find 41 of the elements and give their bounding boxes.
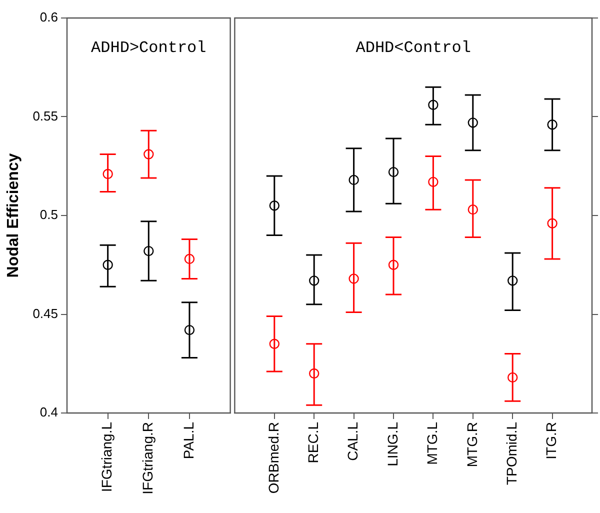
point [309, 276, 320, 286]
x-tick-label: MTG.R [464, 422, 480, 468]
point [348, 174, 359, 186]
y-tick-label: 0.6 [40, 10, 58, 25]
y-tick-label: 0.45 [32, 306, 58, 321]
x-tick-label: REC.L [304, 422, 321, 464]
y-tick-label: 0.55 [32, 108, 58, 124]
y-tick-label: 0.5 [40, 207, 58, 222]
point [269, 200, 280, 211]
point [468, 204, 478, 215]
x-tick-label: PAL.L [180, 422, 196, 460]
x-tick-label: IFGtriang.R [140, 422, 156, 494]
point [428, 176, 438, 188]
point [508, 372, 518, 383]
x-tick-label: LING.L [384, 422, 400, 466]
point [547, 218, 558, 228]
x-tick-label: ITG.R [543, 422, 560, 460]
point [388, 166, 399, 178]
point [102, 168, 113, 180]
point [547, 120, 558, 130]
x-tick-label: ORBmed.R [265, 422, 282, 494]
point [468, 118, 478, 128]
point [309, 368, 320, 379]
point [348, 274, 359, 284]
point [428, 100, 438, 110]
point [184, 254, 195, 264]
point [144, 246, 154, 256]
x-tick-label: IFGtriang.L [98, 422, 115, 492]
point [184, 324, 195, 336]
point [102, 260, 113, 270]
point [388, 260, 399, 270]
y-axis-title: Nodal Efficiency [5, 153, 22, 278]
x-tick-label: TPOmid.L [503, 422, 520, 486]
point [269, 338, 280, 349]
point [508, 276, 518, 286]
text: ADHD>Control [91, 39, 206, 58]
point [144, 149, 154, 160]
y-tick-label: 0.4 [40, 404, 58, 420]
text: ADHD<Control [356, 39, 471, 58]
x-tick-label: CAL.L [344, 422, 361, 461]
x-tick-label: MTG.L [424, 422, 440, 465]
